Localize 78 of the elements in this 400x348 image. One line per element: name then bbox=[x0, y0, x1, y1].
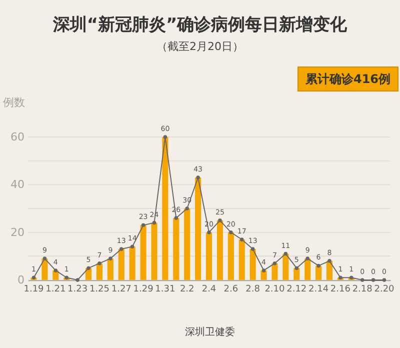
bar bbox=[238, 239, 245, 280]
bar bbox=[162, 137, 168, 280]
bar bbox=[260, 270, 267, 280]
y-tick-label: 0 bbox=[18, 274, 24, 286]
bar bbox=[96, 263, 102, 280]
y-axis-title: 例数 bbox=[3, 96, 25, 109]
x-tick-label: 2.8 bbox=[246, 284, 260, 294]
bar bbox=[250, 249, 256, 280]
bar bbox=[129, 246, 136, 280]
point bbox=[272, 261, 277, 266]
point bbox=[174, 216, 178, 220]
bar bbox=[206, 232, 212, 280]
x-tick-label: 1.27 bbox=[111, 284, 132, 294]
x-tick-label: 2.10 bbox=[264, 284, 286, 294]
bar bbox=[184, 208, 190, 280]
bar bbox=[304, 258, 311, 280]
bar bbox=[326, 260, 332, 280]
point bbox=[240, 238, 244, 242]
bar bbox=[228, 232, 234, 280]
chart-subtitle: （截至2月20日） bbox=[156, 40, 244, 53]
bar bbox=[151, 222, 158, 280]
y-tick-label: 40 bbox=[10, 178, 24, 192]
point bbox=[262, 268, 266, 272]
bar bbox=[272, 263, 278, 280]
x-tick-label: 2.18 bbox=[352, 284, 373, 294]
y-tick-label: 20 bbox=[10, 226, 24, 239]
chart-title: 深圳“新冠肺炎”确诊病例每日新增变化 bbox=[52, 15, 348, 35]
text: 深圳卫健委 bbox=[185, 326, 235, 338]
x-tick-label: 2.20 bbox=[374, 284, 395, 294]
bar bbox=[42, 258, 48, 280]
point bbox=[207, 230, 211, 234]
x-tick-label: 2.16 bbox=[330, 284, 351, 294]
bar bbox=[118, 249, 124, 280]
bar bbox=[173, 218, 180, 280]
x-tick-label: 2.6 bbox=[224, 284, 238, 294]
point bbox=[98, 261, 102, 266]
point bbox=[250, 247, 255, 251]
point bbox=[108, 256, 112, 260]
y-tick-label: 60 bbox=[10, 130, 24, 144]
point bbox=[152, 220, 156, 225]
point bbox=[185, 206, 189, 210]
point bbox=[284, 252, 288, 256]
bar bbox=[195, 178, 202, 280]
point bbox=[382, 278, 386, 282]
point bbox=[130, 244, 134, 248]
point bbox=[42, 256, 47, 260]
x-tick-label: 1.31 bbox=[155, 284, 176, 294]
point bbox=[229, 230, 233, 234]
x-tick-label: 2.12 bbox=[286, 284, 307, 294]
x-tick-label: 1.21 bbox=[46, 284, 66, 294]
point bbox=[86, 266, 90, 270]
bar bbox=[316, 266, 322, 280]
x-tick-label: 1.19 bbox=[24, 284, 44, 294]
x-tick-label: 1.29 bbox=[133, 284, 154, 294]
text: 累计确诊416例 bbox=[304, 72, 391, 86]
x-tick-label: 2.14 bbox=[308, 284, 329, 294]
bar bbox=[107, 258, 114, 280]
point bbox=[360, 278, 364, 282]
point bbox=[371, 278, 376, 282]
x-tick-label: 1.25 bbox=[89, 284, 110, 294]
point bbox=[76, 278, 80, 282]
bar bbox=[294, 268, 300, 280]
point bbox=[163, 135, 168, 139]
x-tick-label: 1.23 bbox=[68, 284, 88, 294]
bar bbox=[216, 220, 223, 280]
x-tick-label: 2.2 bbox=[180, 284, 194, 294]
point bbox=[316, 264, 320, 268]
point bbox=[120, 247, 124, 251]
x-tick-label: 2.4 bbox=[202, 284, 216, 294]
point bbox=[218, 218, 222, 222]
bar bbox=[140, 225, 146, 280]
point bbox=[196, 176, 200, 180]
point bbox=[328, 259, 332, 263]
point bbox=[294, 266, 298, 270]
point bbox=[306, 256, 310, 260]
point bbox=[141, 223, 146, 228]
bar bbox=[282, 254, 289, 280]
point bbox=[54, 268, 58, 272]
